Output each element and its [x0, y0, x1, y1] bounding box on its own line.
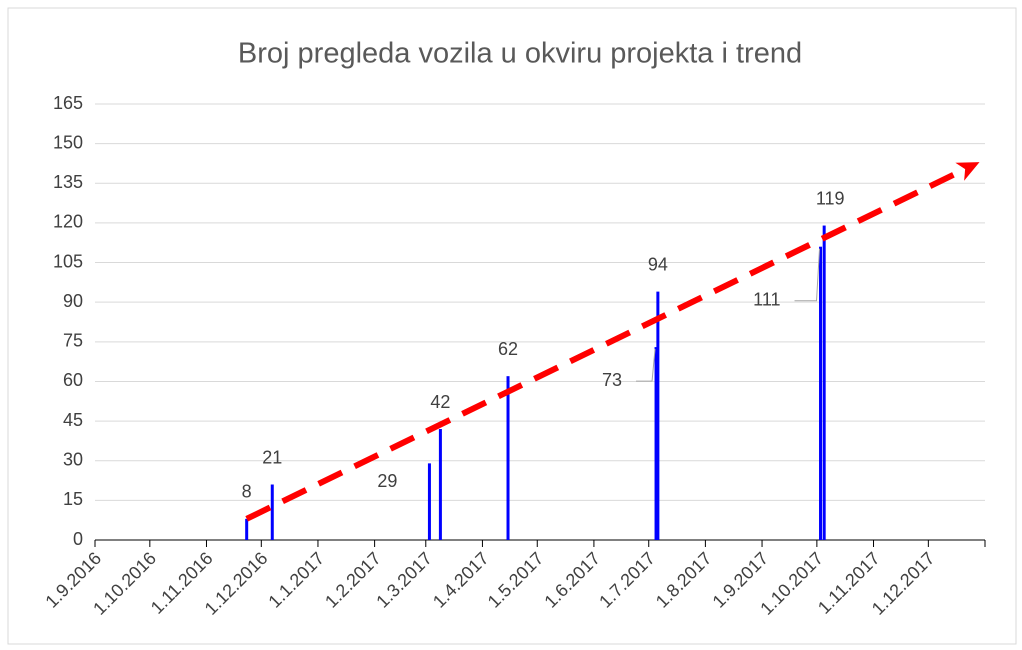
leader-line — [794, 248, 821, 302]
data-label: 42 — [430, 392, 450, 412]
y-tick-label: 30 — [63, 449, 83, 469]
data-label: 119 — [816, 188, 845, 208]
y-tick-label: 0 — [73, 529, 83, 549]
bar — [822, 225, 826, 540]
bar — [245, 518, 249, 540]
y-tick-label: 45 — [63, 410, 83, 430]
bar — [270, 484, 274, 540]
bar — [654, 347, 658, 540]
trend-arrowhead — [955, 162, 980, 181]
y-tick-label: 135 — [53, 172, 83, 192]
y-tick-label: 150 — [53, 132, 83, 152]
data-label: 73 — [602, 370, 622, 390]
data-label: 62 — [498, 339, 518, 359]
y-tick-label: 75 — [63, 331, 83, 351]
leader-line — [636, 349, 656, 382]
bar — [438, 429, 442, 540]
data-label: 94 — [648, 254, 668, 274]
data-label: 21 — [262, 447, 282, 467]
bar — [506, 376, 510, 540]
chart-border — [7, 7, 1017, 645]
bar — [656, 291, 660, 540]
y-tick-label: 15 — [63, 489, 83, 509]
y-tick-label: 60 — [63, 370, 83, 390]
bar — [819, 246, 823, 540]
data-label: 8 — [242, 482, 252, 502]
trend-line — [245, 169, 962, 522]
bar — [427, 463, 431, 540]
y-tick-label: 120 — [53, 212, 83, 232]
y-tick-label: 90 — [63, 291, 83, 311]
y-tick-label: 165 — [53, 93, 83, 113]
data-label: 29 — [377, 471, 397, 491]
data-label: 111 — [753, 289, 780, 309]
y-tick-label: 105 — [53, 251, 83, 271]
chart-title: Broj pregleda vozila u okviru projekta i… — [238, 38, 802, 70]
